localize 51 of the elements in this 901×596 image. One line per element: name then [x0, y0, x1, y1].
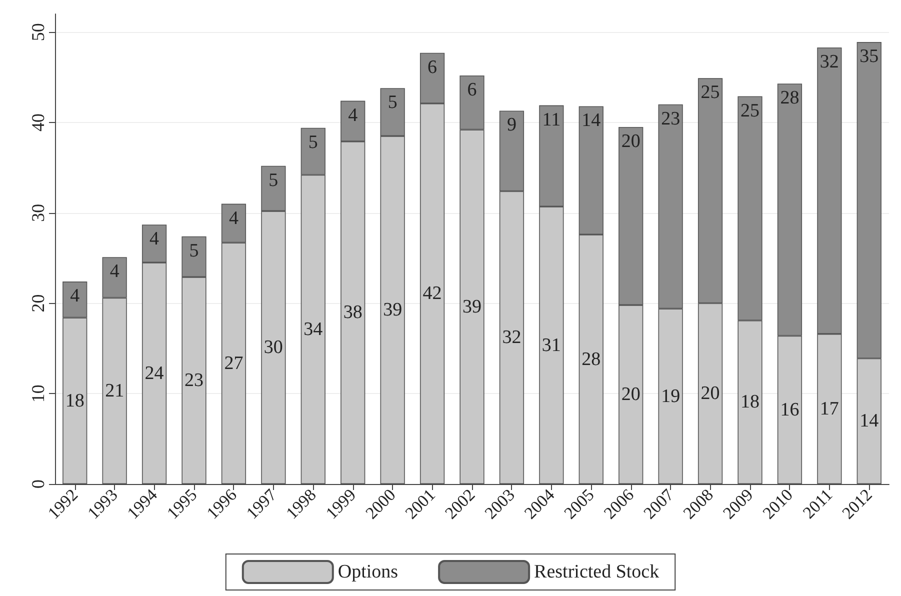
- data-label: 23: [184, 370, 204, 392]
- data-label: 18: [740, 392, 760, 413]
- data-label: 4: [348, 104, 358, 126]
- data-label: 5: [308, 132, 318, 153]
- data-label: 23: [661, 108, 680, 130]
- data-label: 39: [383, 300, 402, 321]
- data-label: 30: [264, 337, 283, 358]
- legend-label: Options: [338, 562, 398, 582]
- data-label: 5: [189, 240, 199, 262]
- data-label: 24: [144, 362, 164, 384]
- data-label: 16: [780, 399, 800, 420]
- data-label: 20: [621, 130, 640, 152]
- data-label: 17: [820, 398, 839, 420]
- x-tick-label: 2011: [799, 485, 836, 522]
- data-label: 6: [428, 56, 438, 78]
- data-label: 20: [700, 383, 720, 404]
- y-tick-label: 40: [28, 113, 48, 132]
- data-label: 4: [150, 228, 160, 250]
- data-label: 14: [860, 410, 880, 432]
- data-label: 9: [506, 114, 516, 136]
- data-label: 38: [343, 302, 362, 324]
- data-label: 32: [820, 51, 839, 72]
- legend-label: Restricted Stock: [534, 562, 660, 582]
- y-tick-label: 30: [28, 204, 48, 222]
- data-label: 4: [110, 261, 120, 282]
- data-label: 32: [502, 327, 522, 348]
- data-label: 5: [268, 170, 278, 191]
- data-label: 14: [582, 110, 602, 132]
- data-label: 25: [740, 100, 760, 122]
- data-label: 39: [462, 296, 482, 318]
- data-label: 20: [621, 384, 640, 406]
- data-label: 18: [65, 390, 84, 412]
- data-label: 4: [228, 208, 239, 229]
- data-label: 21: [105, 380, 124, 402]
- data-label: 34: [304, 318, 324, 340]
- data-label: 11: [542, 109, 561, 130]
- data-label: 28: [582, 348, 601, 370]
- y-tick-label: 50: [28, 23, 48, 42]
- data-label: 42: [422, 283, 442, 304]
- data-label: 25: [700, 82, 720, 104]
- data-label: 35: [860, 46, 879, 68]
- y-tick-label: 10: [28, 384, 48, 403]
- data-label: 5: [388, 92, 398, 114]
- y-tick-label: 0: [28, 480, 48, 488]
- data-label: 4: [70, 286, 80, 307]
- data-label: 31: [542, 334, 561, 356]
- data-label: 6: [467, 79, 477, 100]
- data-label: 27: [224, 352, 244, 374]
- y-tick-label: 20: [28, 294, 48, 312]
- data-label: 19: [661, 386, 680, 407]
- data-label: 28: [780, 88, 800, 109]
